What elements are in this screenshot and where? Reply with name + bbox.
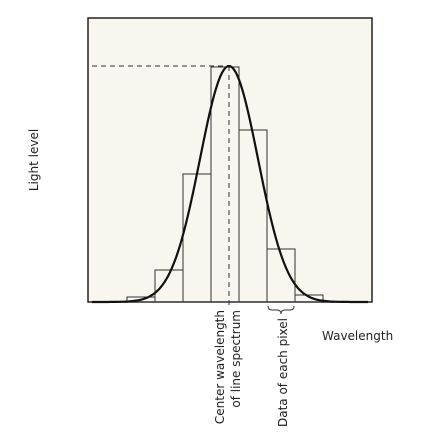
- x-axis-label: Wavelength: [322, 329, 393, 343]
- center-label: Center wavelength: [213, 310, 227, 424]
- pixel-bar: [266, 248, 296, 303]
- pixel-bar: [294, 294, 324, 303]
- center-label: of line spectrum: [229, 310, 243, 408]
- pixel-label: Data of each pixel: [276, 318, 290, 427]
- pixel-brace: [267, 305, 295, 315]
- gaussian-curve: [92, 65, 368, 304]
- plot-area: [87, 17, 373, 303]
- y-axis-label: Light level: [27, 129, 41, 191]
